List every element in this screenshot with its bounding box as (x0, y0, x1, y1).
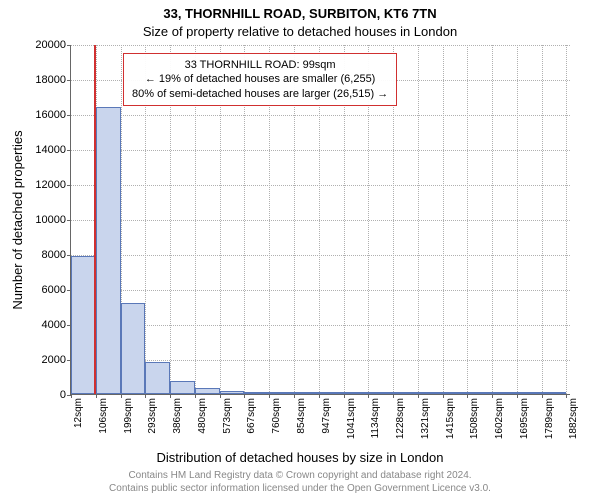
histogram-bar (294, 392, 319, 394)
histogram-bar (96, 107, 121, 394)
histogram-bar (269, 392, 294, 394)
annotation-line3: 80% of semi-detached houses are larger (… (132, 87, 388, 101)
histogram-bar (170, 381, 195, 394)
annotation-line2: ← 19% of detached houses are smaller (6,… (132, 72, 388, 86)
xtick-label: 293sqm (147, 398, 158, 434)
gridline-v (566, 45, 567, 394)
xtick-mark (368, 394, 369, 398)
xtick-label: 106sqm (98, 398, 109, 434)
histogram-bar (467, 392, 492, 394)
ytick-label: 10000 (16, 214, 66, 226)
ytick-mark (67, 150, 71, 151)
histogram-bar (121, 303, 146, 394)
xtick-mark (542, 394, 543, 398)
ytick-mark (67, 45, 71, 46)
xtick-mark (319, 394, 320, 398)
xtick-mark (71, 394, 72, 398)
histogram-bar (220, 391, 245, 394)
ytick-label: 4000 (16, 319, 66, 331)
xtick-label: 199sqm (123, 398, 134, 434)
histogram-bar (244, 392, 269, 394)
xtick-label: 1415sqm (445, 398, 456, 439)
xtick-label: 854sqm (296, 398, 307, 434)
annotation-line1: 33 THORNHILL ROAD: 99sqm (132, 58, 388, 72)
histogram-bar (344, 392, 369, 394)
annotation-box: 33 THORNHILL ROAD: 99sqm← 19% of detache… (123, 53, 397, 106)
xtick-mark (344, 394, 345, 398)
ytick-label: 20000 (16, 39, 66, 51)
xtick-mark (294, 394, 295, 398)
gridline-v (467, 45, 468, 394)
histogram-bar (492, 392, 517, 394)
gridline-v (542, 45, 543, 394)
ytick-label: 6000 (16, 284, 66, 296)
footer-line1: Contains HM Land Registry data © Crown c… (0, 470, 600, 481)
histogram-bar (418, 392, 443, 394)
ytick-mark (67, 80, 71, 81)
ytick-label: 8000 (16, 249, 66, 261)
xtick-label: 760sqm (271, 398, 282, 434)
xtick-mark (443, 394, 444, 398)
ytick-label: 0 (16, 389, 66, 401)
histogram-bar (71, 256, 96, 394)
xtick-mark (492, 394, 493, 398)
xtick-mark (96, 394, 97, 398)
xtick-label: 947sqm (321, 398, 332, 434)
xtick-label: 1228sqm (395, 398, 406, 439)
xtick-label: 573sqm (222, 398, 233, 434)
ytick-mark (67, 115, 71, 116)
footer-line2: Contains public sector information licen… (0, 483, 600, 494)
xtick-label: 1041sqm (346, 398, 357, 439)
xtick-label: 12sqm (73, 398, 84, 428)
ytick-mark (67, 185, 71, 186)
chart-container: 33, THORNHILL ROAD, SURBITON, KT6 7TN Si… (0, 0, 600, 500)
histogram-bar (542, 392, 567, 394)
xtick-mark (121, 394, 122, 398)
chart-title-line2: Size of property relative to detached ho… (0, 24, 600, 39)
histogram-bar (443, 392, 468, 394)
gridline-v (517, 45, 518, 394)
x-axis-label: Distribution of detached houses by size … (0, 450, 600, 465)
gridline-v (492, 45, 493, 394)
ytick-label: 18000 (16, 74, 66, 86)
histogram-bar (393, 392, 418, 394)
xtick-label: 1508sqm (469, 398, 480, 439)
histogram-bar (368, 392, 393, 394)
xtick-label: 386sqm (172, 398, 183, 434)
histogram-bar (145, 362, 170, 394)
xtick-mark (195, 394, 196, 398)
xtick-mark (269, 394, 270, 398)
xtick-mark (170, 394, 171, 398)
xtick-mark (418, 394, 419, 398)
ytick-label: 12000 (16, 179, 66, 191)
gridline-v (418, 45, 419, 394)
histogram-bar (195, 388, 220, 394)
xtick-label: 1695sqm (519, 398, 530, 439)
xtick-label: 1882sqm (568, 398, 579, 439)
histogram-bar (319, 392, 344, 394)
xtick-label: 480sqm (197, 398, 208, 434)
xtick-label: 1602sqm (494, 398, 505, 439)
marker-line (94, 45, 96, 394)
xtick-mark (220, 394, 221, 398)
histogram-bar (517, 392, 542, 394)
xtick-label: 1789sqm (544, 398, 555, 439)
xtick-label: 667sqm (246, 398, 257, 434)
ytick-mark (67, 220, 71, 221)
chart-title-line1: 33, THORNHILL ROAD, SURBITON, KT6 7TN (0, 6, 600, 21)
xtick-mark (517, 394, 518, 398)
xtick-label: 1321sqm (420, 398, 431, 439)
xtick-label: 1134sqm (370, 398, 381, 438)
gridline-v (443, 45, 444, 394)
ytick-label: 16000 (16, 109, 66, 121)
ytick-label: 2000 (16, 354, 66, 366)
xtick-mark (393, 394, 394, 398)
ytick-label: 14000 (16, 144, 66, 156)
plot-area: 33 THORNHILL ROAD: 99sqm← 19% of detache… (70, 45, 570, 395)
